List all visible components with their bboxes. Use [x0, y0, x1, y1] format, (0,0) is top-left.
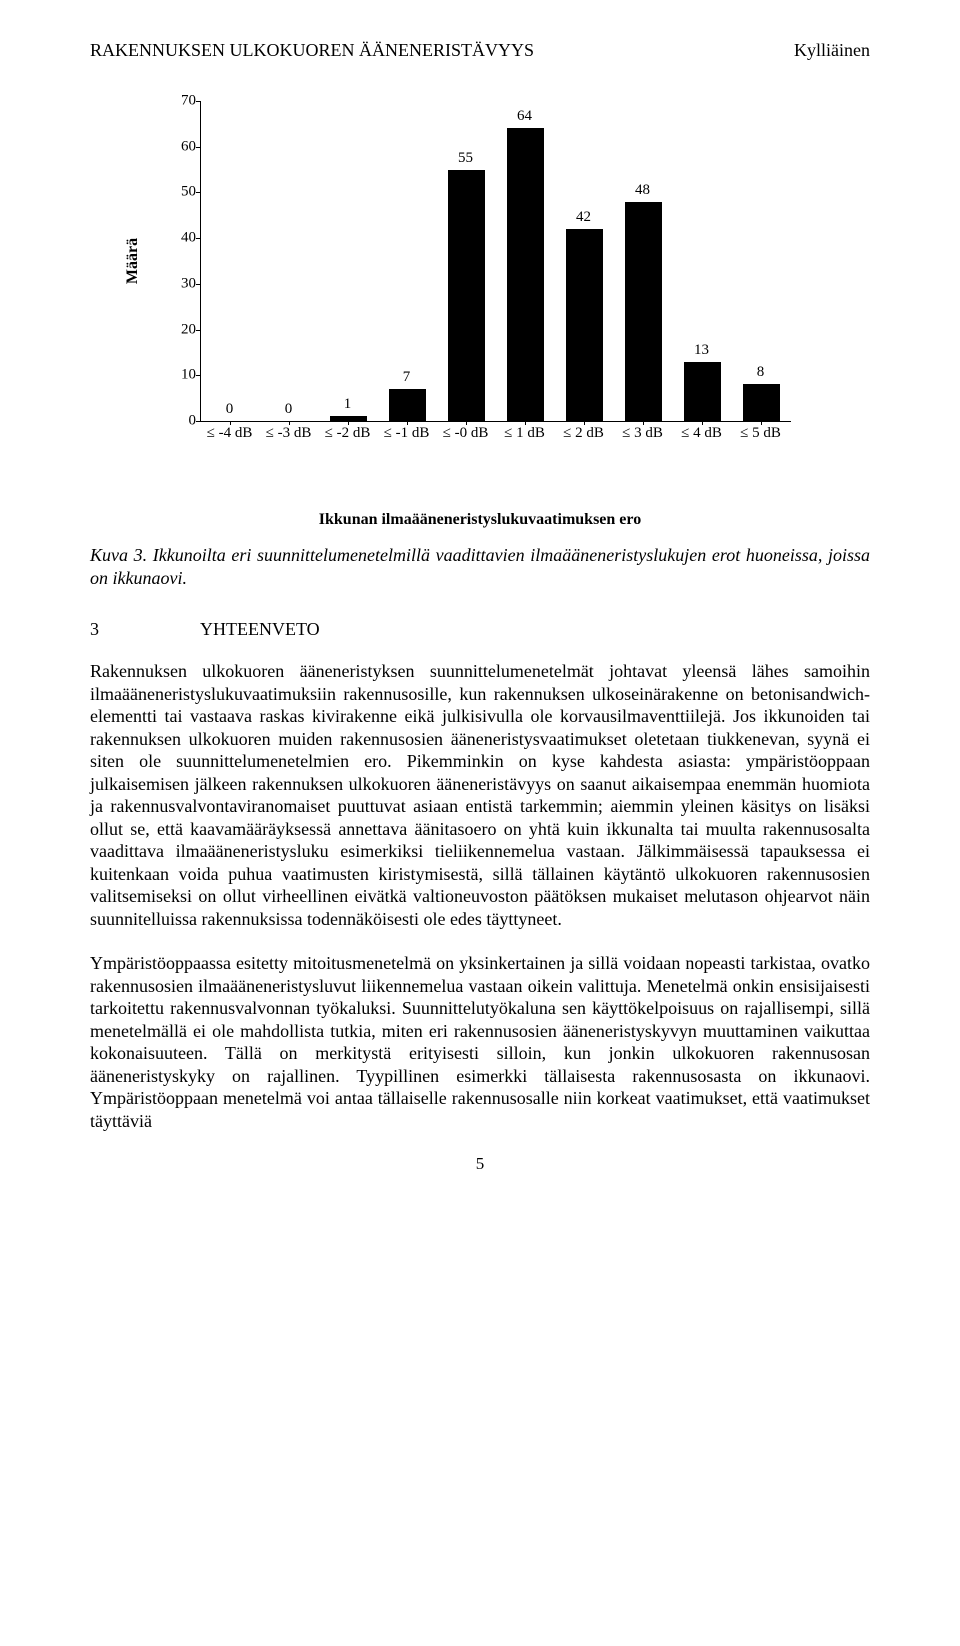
- page-header: RAKENNUKSEN ULKOKUOREN ÄÄNENERISTÄVYYS K…: [90, 40, 870, 61]
- x-tick-label: ≤ -3 dB: [266, 425, 312, 442]
- y-tick-mark: [196, 375, 200, 376]
- bar: [389, 389, 426, 421]
- x-tick-label: ≤ 5 dB: [740, 425, 781, 442]
- chart-container: Määrä 0102030405060700≤ -4 dB0≤ -3 dB1≤ …: [140, 101, 820, 529]
- y-tick-mark: [196, 101, 200, 102]
- y-tick-mark: [196, 192, 200, 193]
- bar-value-label: 13: [682, 342, 722, 359]
- y-tick-mark: [196, 330, 200, 331]
- x-tick-label: ≤ -4 dB: [207, 425, 253, 442]
- paragraph-2: Ympäristöoppaassa esitetty mitoitusmenet…: [90, 952, 870, 1132]
- section-number: 3: [90, 619, 200, 640]
- figure-caption-text: Ikkunoilta eri suunnittelumenetelmillä v…: [90, 545, 870, 588]
- y-tick-label: 40: [168, 230, 196, 247]
- figure-caption: Kuva 3. Ikkunoilta eri suunnittelumenete…: [90, 544, 870, 589]
- y-tick-label: 0: [168, 413, 196, 430]
- x-tick-label: ≤ 3 dB: [622, 425, 663, 442]
- y-tick-label: 30: [168, 275, 196, 292]
- bar-value-label: 0: [269, 401, 309, 418]
- y-axis-label: Määrä: [124, 238, 142, 284]
- bar-value-label: 48: [623, 182, 663, 199]
- y-tick-label: 50: [168, 184, 196, 201]
- y-tick-label: 60: [168, 138, 196, 155]
- bar: [684, 362, 721, 421]
- bar-chart: Määrä 0102030405060700≤ -4 dB0≤ -3 dB1≤ …: [140, 101, 820, 461]
- section-heading: 3YHTEENVETO: [90, 619, 870, 640]
- x-tick-label: ≤ 4 dB: [681, 425, 722, 442]
- x-tick-label: ≤ -2 dB: [325, 425, 371, 442]
- y-tick-label: 70: [168, 93, 196, 110]
- y-tick-mark: [196, 421, 200, 422]
- bar: [566, 229, 603, 421]
- x-tick-label: ≤ -0 dB: [443, 425, 489, 442]
- bar-value-label: 64: [505, 108, 545, 125]
- y-tick-mark: [196, 147, 200, 148]
- y-tick-label: 20: [168, 321, 196, 338]
- x-tick-label: ≤ 2 dB: [563, 425, 604, 442]
- y-tick-mark: [196, 284, 200, 285]
- x-tick-label: ≤ -1 dB: [384, 425, 430, 442]
- bar-value-label: 1: [328, 396, 368, 413]
- section-title: YHTEENVETO: [200, 619, 320, 639]
- bar-value-label: 0: [210, 401, 250, 418]
- bar-value-label: 7: [387, 369, 427, 386]
- bar-value-label: 55: [446, 150, 486, 167]
- plot-area: [200, 101, 791, 422]
- figure-ref: Kuva 3.: [90, 545, 147, 565]
- page-number: 5: [90, 1154, 870, 1174]
- y-tick-label: 10: [168, 367, 196, 384]
- header-left: RAKENNUKSEN ULKOKUOREN ÄÄNENERISTÄVYYS: [90, 40, 534, 61]
- bar: [507, 128, 544, 421]
- bar-value-label: 8: [741, 364, 781, 381]
- bar: [625, 202, 662, 421]
- header-right: Kylliäinen: [794, 40, 870, 61]
- x-tick-label: ≤ 1 dB: [504, 425, 545, 442]
- bar-value-label: 42: [564, 209, 604, 226]
- bar: [743, 384, 780, 421]
- x-axis-label: Ikkunan ilmaääneneristyslukuvaatimuksen …: [140, 511, 820, 529]
- bar: [448, 170, 485, 421]
- paragraph-1: Rakennuksen ulkokuoren ääneneristyksen s…: [90, 660, 870, 930]
- y-tick-mark: [196, 238, 200, 239]
